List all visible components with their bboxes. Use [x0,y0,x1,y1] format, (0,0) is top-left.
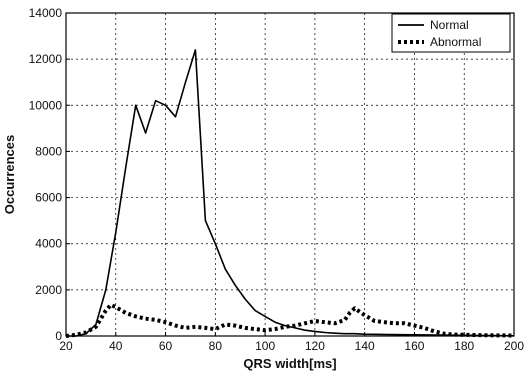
x-tick-label: 120 [305,339,325,353]
y-tick-label: 8000 [35,144,62,158]
tick-labels: 20 40 60 80 100 120 140 160 180 20002000400060008… [29,6,525,353]
x-tick-label: 160 [404,339,424,353]
x-tick-label: 20 [59,339,73,353]
legend: Normal Abnormal [391,13,511,53]
plot-frame [65,12,515,337]
x-tick-label: 60 [159,339,173,353]
series-line-abnormal [65,302,515,338]
x-tick-label: 40 [109,339,123,353]
x-axis-title: QRS width[ms] [243,356,336,371]
y-tick-label: 14000 [29,6,63,20]
x-tick-label: 200 [504,339,524,353]
y-axis-title: Occurrences [2,135,17,215]
legend-box [391,13,511,53]
x-tick-label: 80 [209,339,223,353]
y-tick-label: 10000 [29,98,63,112]
legend-label-normal: Normal [430,18,469,32]
x-tick-label: 100 [255,339,275,353]
grid [66,13,514,336]
x-tick-label: 180 [454,339,474,353]
y-tick-label: 2000 [35,283,62,297]
y-tick-label: 0 [55,329,62,343]
y-tick-label: 4000 [35,237,62,251]
y-tick-label: 12000 [29,52,63,66]
legend-label-abnormal: Abnormal [430,35,481,49]
x-tick-label: 140 [355,339,375,353]
y-tick-label: 6000 [35,191,62,205]
